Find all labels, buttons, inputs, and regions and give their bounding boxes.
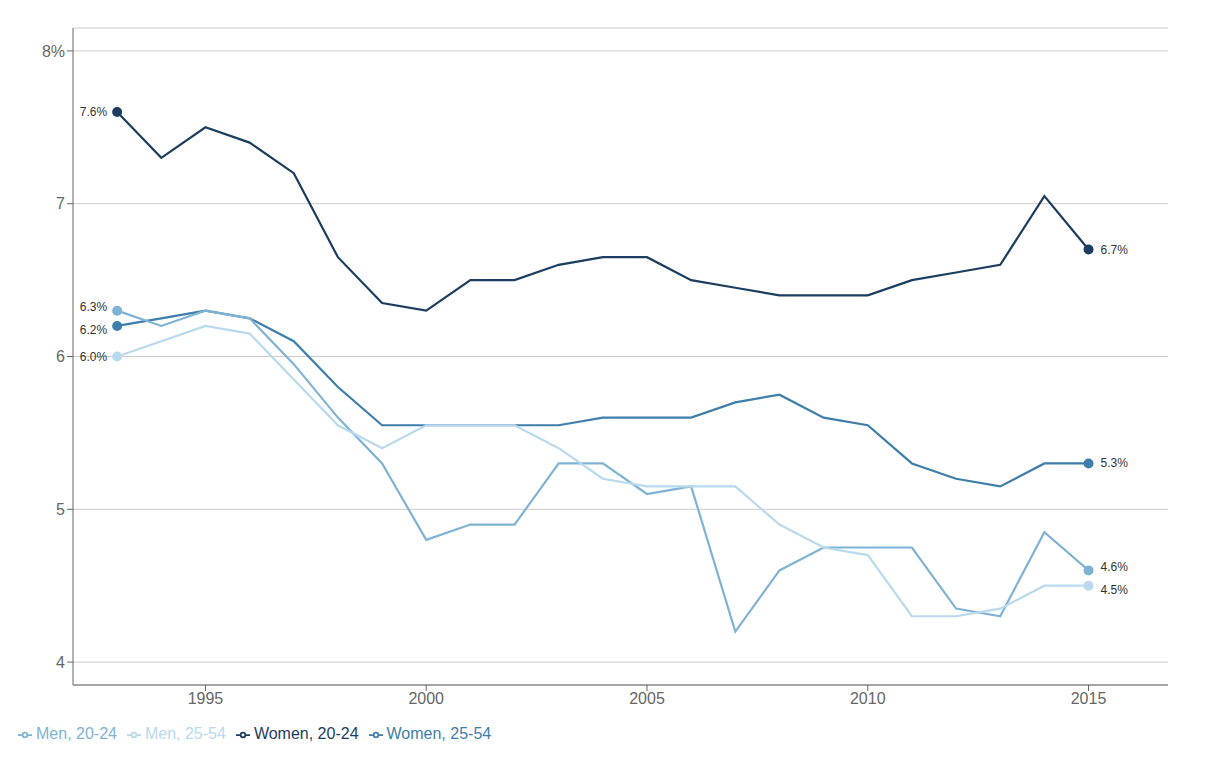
svg-text:4.5%: 4.5% xyxy=(1101,583,1129,597)
html-text:Women, 25-54: Women, 25-54 xyxy=(386,725,492,742)
svg-text:2015: 2015 xyxy=(1071,690,1107,707)
svg-text:6.3%: 6.3% xyxy=(80,300,108,314)
svg-text:7: 7 xyxy=(56,195,65,212)
svg-text:2005: 2005 xyxy=(629,690,665,707)
svg-text:4.6%: 4.6% xyxy=(1101,560,1129,574)
svg-text:6.0%: 6.0% xyxy=(80,350,108,364)
html-text:Men, 25-54: Men, 25-54 xyxy=(144,725,226,742)
svg-text:4: 4 xyxy=(56,654,65,671)
svg-text:6: 6 xyxy=(56,348,65,365)
svg-text:7.6%: 7.6% xyxy=(80,105,108,119)
svg-text:5: 5 xyxy=(56,501,65,518)
html-text:Men, 20-24: Men, 20-24 xyxy=(36,725,117,742)
html-text:Women, 20-24: Women, 20-24 xyxy=(253,725,359,742)
svg-text:2000: 2000 xyxy=(408,690,444,707)
svg-text:8%: 8% xyxy=(42,43,65,60)
svg-text:6.7%: 6.7% xyxy=(1101,243,1129,257)
svg-text:2010: 2010 xyxy=(850,690,886,707)
svg-text:1995: 1995 xyxy=(188,690,224,707)
svg-text:6.2%: 6.2% xyxy=(80,323,108,337)
svg-text:5.3%: 5.3% xyxy=(1101,456,1129,470)
